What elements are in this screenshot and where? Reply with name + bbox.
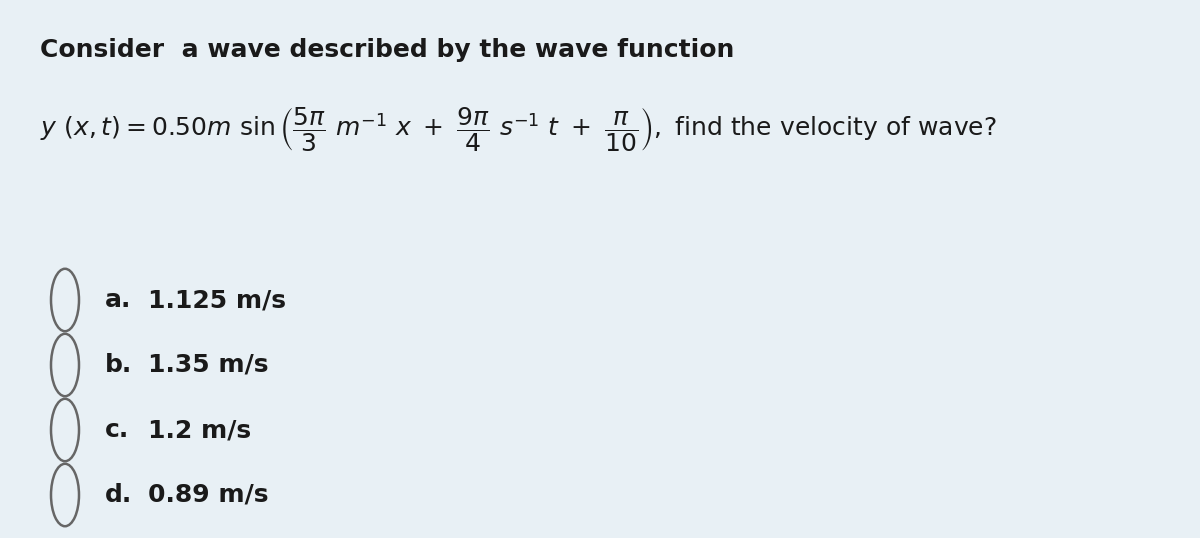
Text: d.: d. — [106, 483, 132, 507]
Text: a.: a. — [106, 288, 131, 312]
Text: 1.35 m/s: 1.35 m/s — [148, 353, 269, 377]
Text: $y\ (x,t) = 0.50m\ \sin\left(\dfrac{5\pi}{3}\ m^{-1}\ x\ +\ \dfrac{9\pi}{4}\ s^{: $y\ (x,t) = 0.50m\ \sin\left(\dfrac{5\pi… — [40, 105, 997, 153]
Text: b.: b. — [106, 353, 132, 377]
Text: 1.2 m/s: 1.2 m/s — [148, 418, 251, 442]
Text: Consider  a wave described by the wave function: Consider a wave described by the wave fu… — [40, 38, 734, 62]
Text: c.: c. — [106, 418, 130, 442]
Text: 1.125 m/s: 1.125 m/s — [148, 288, 286, 312]
Text: 0.89 m/s: 0.89 m/s — [148, 483, 269, 507]
